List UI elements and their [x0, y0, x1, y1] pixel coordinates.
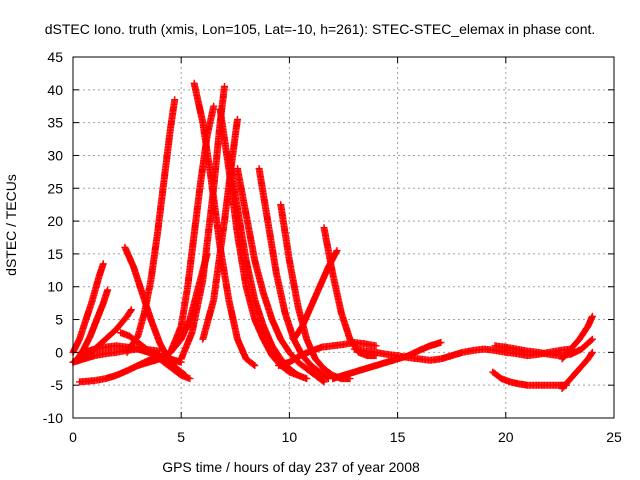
x-axis-label: GPS time / hours of day 237 of year 2008	[162, 459, 420, 475]
x-tick-label: 0	[69, 429, 77, 445]
x-tick-label: 5	[177, 429, 185, 445]
y-tick-label: 30	[47, 147, 63, 163]
x-tick-label: 10	[282, 429, 298, 445]
y-tick-label: -5	[51, 377, 64, 393]
y-tick-label: 45	[47, 49, 63, 65]
y-tick-label: 40	[47, 82, 63, 98]
y-tick-label: 5	[55, 312, 63, 328]
y-tick-label: 25	[47, 180, 63, 196]
series-12-markers	[166, 102, 218, 356]
series-9	[123, 96, 179, 356]
x-tick-label: 25	[606, 429, 622, 445]
x-tick-label: 15	[390, 429, 406, 445]
series-18	[255, 165, 332, 383]
y-tick-label: 35	[47, 115, 63, 131]
series-9-markers	[123, 96, 179, 356]
y-tick-label: 0	[55, 344, 63, 360]
series-28-markers	[558, 312, 596, 363]
series-28	[558, 312, 596, 363]
ticks: 0 5 10 15 20 25 -10 -5 0 5 10 15 20 25 30 35 40 45	[43, 49, 622, 445]
series-27	[558, 348, 596, 392]
y-tick-label: -10	[43, 410, 63, 426]
plot-frame	[72, 56, 615, 419]
series-19	[277, 201, 354, 383]
y-tick-label: 10	[47, 279, 63, 295]
data-points	[69, 79, 596, 392]
series-26	[489, 368, 570, 389]
series-17-markers	[234, 165, 328, 386]
y-tick-label: 20	[47, 213, 63, 229]
series-26-markers	[489, 368, 570, 389]
series-17	[234, 165, 328, 386]
series-12	[166, 102, 218, 356]
y-tick-label: 15	[47, 246, 63, 262]
series-18-markers	[255, 165, 332, 383]
series-19-markers	[277, 201, 354, 383]
y-axis-label: dSTEC / TECUs	[3, 174, 19, 276]
chart-title: dSTEC Iono. truth (xmis, Lon=105, Lat=-1…	[45, 21, 596, 37]
series-27-markers	[558, 348, 596, 392]
x-tick-label: 20	[498, 429, 514, 445]
